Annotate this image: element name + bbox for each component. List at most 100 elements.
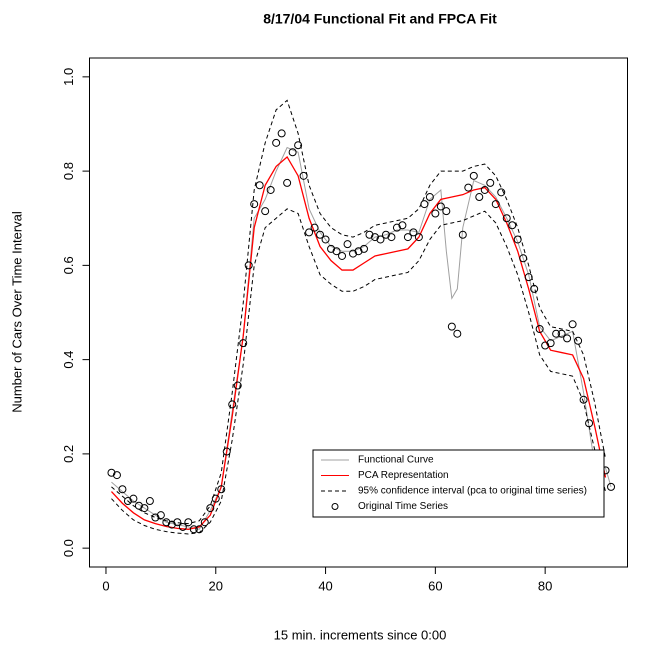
x-tick-label: 40 — [318, 578, 332, 593]
data-point — [392, 223, 401, 232]
data-point — [151, 513, 160, 522]
data-point — [184, 518, 193, 527]
data-point — [118, 485, 127, 494]
data-point — [365, 230, 374, 239]
ci-upper — [111, 99, 607, 525]
data-point — [409, 228, 418, 237]
data-point — [321, 235, 330, 244]
data-point — [206, 504, 215, 513]
y-axis-label: Number of Cars Over Time Interval — [9, 211, 24, 413]
x-tick-label: 60 — [428, 578, 442, 593]
data-point — [475, 193, 484, 202]
data-point — [519, 254, 528, 263]
data-point — [458, 230, 467, 239]
data-point — [486, 178, 495, 187]
data-point — [464, 183, 473, 192]
data-point — [228, 400, 237, 409]
data-point — [387, 233, 396, 242]
y-tick-label: 1.0 — [61, 68, 76, 86]
data-point — [294, 141, 303, 150]
x-tick-label: 20 — [209, 578, 223, 593]
data-point — [277, 129, 286, 138]
data-point — [381, 230, 390, 239]
data-point — [173, 518, 182, 527]
x-axis-label: 15 min. increments since 0:00 — [274, 627, 447, 642]
data-point — [134, 501, 143, 510]
data-point — [200, 518, 209, 527]
data-point — [541, 341, 550, 350]
data-point — [436, 202, 445, 211]
data-point — [585, 419, 594, 428]
data-point — [530, 284, 539, 293]
y-tick-label: 0.0 — [61, 539, 76, 557]
data-point — [497, 188, 506, 197]
legend-label: Original Time Series — [358, 501, 448, 512]
data-point — [535, 324, 544, 333]
legend-label: PCA Representation — [358, 470, 449, 481]
data-point — [524, 273, 533, 282]
data-point — [167, 520, 176, 529]
data-point — [338, 251, 347, 260]
data-point — [288, 148, 297, 157]
data-point — [266, 185, 275, 194]
data-point — [112, 471, 121, 480]
data-point — [349, 249, 358, 258]
data-point — [299, 171, 308, 180]
data-point — [178, 522, 187, 531]
data-point — [222, 447, 231, 456]
data-point — [189, 525, 198, 534]
data-point — [480, 185, 489, 194]
data-point — [354, 247, 363, 256]
data-point — [140, 504, 149, 513]
data-point — [261, 207, 270, 216]
series-line — [111, 146, 612, 530]
series-line — [110, 155, 607, 530]
legend-label: Functional Curve — [358, 455, 434, 466]
data-point — [414, 233, 423, 242]
data-point — [272, 138, 281, 147]
data-point — [283, 178, 292, 187]
data-point — [557, 329, 566, 338]
y-tick-label: 0.2 — [61, 445, 76, 463]
data-point — [442, 207, 451, 216]
chart-title: 8/17/04 Functional Fit and FPCA Fit — [263, 11, 497, 27]
data-point — [546, 339, 555, 348]
x-tick-label: 0 — [102, 578, 109, 593]
data-point — [162, 518, 171, 527]
data-point — [145, 497, 154, 506]
data-point — [211, 494, 220, 503]
y-tick-label: 0.4 — [61, 351, 76, 369]
data-point — [607, 482, 616, 491]
data-point — [425, 193, 434, 202]
data-point — [370, 233, 379, 242]
data-point — [359, 244, 368, 253]
ci-lower — [111, 208, 607, 535]
data-point — [398, 221, 407, 230]
data-point — [343, 240, 352, 249]
y-tick-label: 0.8 — [61, 162, 76, 180]
data-point — [453, 329, 462, 338]
data-point — [502, 214, 511, 223]
data-point — [579, 395, 588, 404]
data-point — [332, 247, 341, 256]
data-point — [310, 223, 319, 232]
data-point — [316, 230, 325, 239]
data-point — [239, 339, 248, 348]
data-point — [107, 468, 116, 477]
data-point — [431, 209, 440, 218]
data-point — [250, 200, 259, 209]
data-point — [574, 336, 583, 345]
data-point — [327, 244, 336, 253]
legend-box — [312, 449, 605, 518]
y-tick-label: 0.6 — [61, 256, 76, 274]
data-point — [403, 233, 412, 242]
data-point — [513, 235, 522, 244]
data-point — [447, 322, 456, 331]
data-point — [563, 334, 572, 343]
data-point — [244, 261, 253, 270]
data-point — [233, 381, 242, 390]
legend-symbol — [331, 503, 339, 510]
x-tick-label: 80 — [538, 578, 552, 593]
data-point — [129, 494, 138, 503]
data-point — [156, 511, 165, 520]
